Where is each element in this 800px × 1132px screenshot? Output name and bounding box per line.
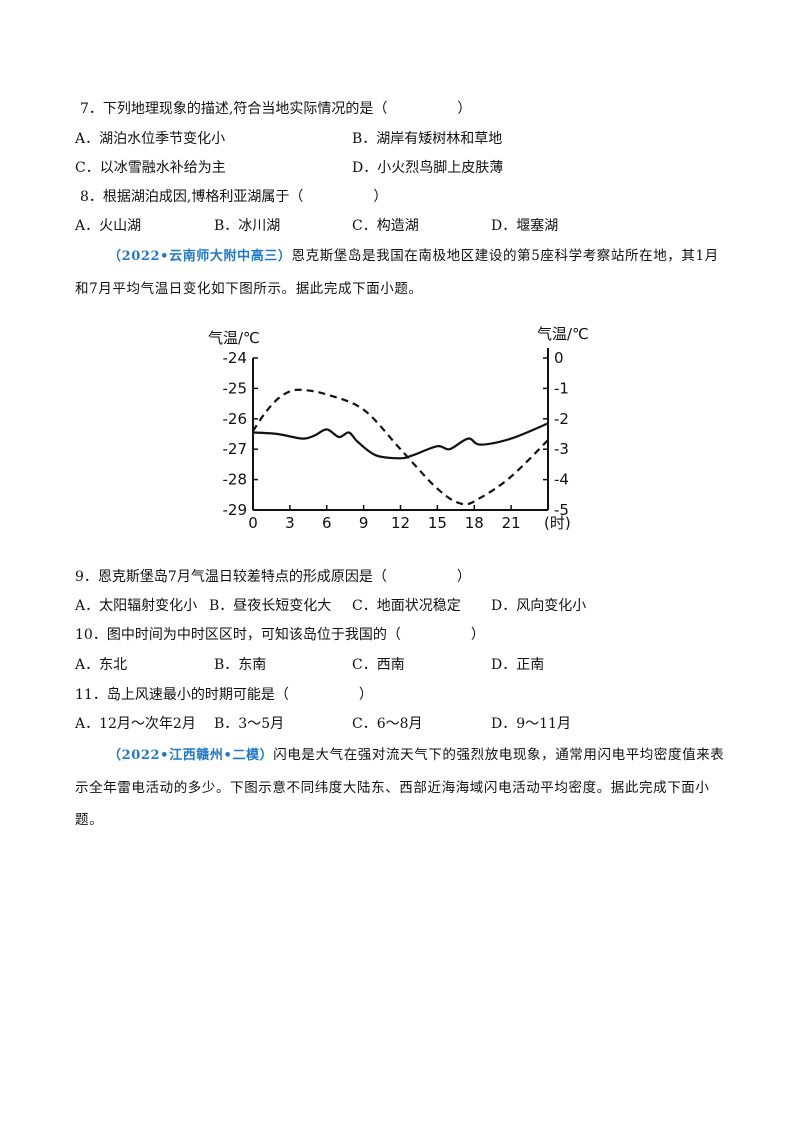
question-11-stem: 11．岛上风速最小的时期可能是（ ） [75,687,373,703]
question-9-option-d: D．风向变化小 [491,598,587,614]
x-axis-tick-label: 9 [359,514,369,532]
passage-2-line-3: 题。 [75,812,104,828]
question-11-option-a: A．12月～次年2月 [75,716,196,732]
question-10-option-b: B．东南 [214,657,267,673]
right-axis-tick-label: -2 [554,410,569,428]
question-11-option-c: C．6～8月 [352,716,423,732]
question-8-option-d: D．堰塞湖 [491,218,559,234]
left-axis-tick-label: -27 [223,440,248,458]
x-axis-tick-label: 12 [391,514,410,532]
question-7-option-c: C．以冰雪融水补给为主 [75,160,226,176]
x-axis-tick-label: 6 [322,514,332,532]
question-9-option-a: A．太阳辐射变化小 [75,598,198,614]
passage-1-source: （2022•云南师大附中高三） [108,249,292,264]
right-axis-tick-label: -1 [554,379,569,397]
x-axis-tick-label: 15 [428,514,447,532]
question-10-stem: 10．图中时间为中时区区时，可知该岛位于我国的（ ） [75,627,485,643]
solid-series-line [252,422,549,460]
question-9-option-b: B．昼夜长短变化大 [209,598,332,614]
question-9-stem: 9．恩克斯堡岛7月气温日较差特点的形成原因是（ ） [75,569,471,585]
right-axis-tick-label: 0 [554,349,564,367]
question-7-option-b: B．湖岸有矮树林和草地 [352,131,503,147]
passage-2-source: （2022•江西赣州•二模） [108,748,274,763]
left-axis-tick-label: -24 [223,349,248,367]
passage-1-line-2: 和7月平均气温日变化如下图所示。据此完成下面小题。 [75,281,423,297]
temperature-chart: 气温/℃ 气温/℃ -24-25-26-27-28-290-1-2-3-4-50… [208,325,589,532]
x-axis-tick-label: 18 [465,514,484,532]
x-axis-tick-label: 0 [248,514,258,532]
question-7-option-a: A．湖泊水位季节变化小 [75,131,226,147]
passage-1-line-1: （2022•云南师大附中高三）恩克斯堡岛是我国在南极地区建设的第5座科学考察站所… [108,246,719,267]
left-axis-tick-label: -28 [223,471,248,489]
left-axis-tick-label: -26 [223,410,248,428]
x-axis-tick-label: 21 [502,514,521,532]
passage-2-text: 闪电是大气在强对流天气下的强烈放电现象，通常用闪电平均密度值来表 [273,747,725,763]
chart-series [252,388,549,506]
dashed-series-line [252,388,549,506]
right-axis-tick-label: -3 [554,440,569,458]
question-10-option-d: D．正南 [491,657,545,673]
question-9-option-c: C．地面状况稳定 [352,598,461,614]
question-8-option-a: A．火山湖 [75,218,142,234]
chart-axes: -24-25-26-27-28-290-1-2-3-4-50 3 6 9 12 15 18 2… [223,348,571,532]
question-7-option-d: D．小火烈鸟脚上皮肤薄 [352,160,504,176]
left-axis-tick-label: -25 [223,379,248,397]
question-10-option-a: A．东北 [75,657,128,673]
right-axis-tick-label: -5 [554,501,569,519]
question-8-option-c: C．构造湖 [352,218,419,234]
left-axis-label: 气温/℃ [208,329,260,347]
passage-2-line-2: 示全年雷电活动的多少。下图示意不同纬度大陆东、西部近海海域闪电活动平均密度。据此… [75,780,710,796]
right-axis-tick-label: -4 [554,471,569,489]
right-axis-label: 气温/℃ [537,325,589,343]
question-8-option-b: B．冰川湖 [214,218,281,234]
x-axis-tick-label: 3 [285,514,295,532]
question-7-stem: 7．下列地理现象的描述,符合当地实际情况的是（ ） [80,101,472,117]
question-11-option-d: D．9～11月 [491,716,571,732]
question-10-option-c: C．西南 [352,657,405,673]
question-11-option-b: B．3～5月 [214,716,285,732]
passage-2-line-1: （2022•江西赣州•二模）闪电是大气在强对流天气下的强烈放电现象，通常用闪电平… [108,745,724,766]
left-axis-tick-label: -29 [223,501,248,519]
x-axis-label: (时) [544,514,571,532]
question-8-stem: 8．根据湖泊成因,博格利亚湖属于（ ） [80,189,388,205]
passage-1-text: 恩克斯堡岛是我国在南极地区建设的第5座科学考察站所在地，其1月 [291,248,719,264]
